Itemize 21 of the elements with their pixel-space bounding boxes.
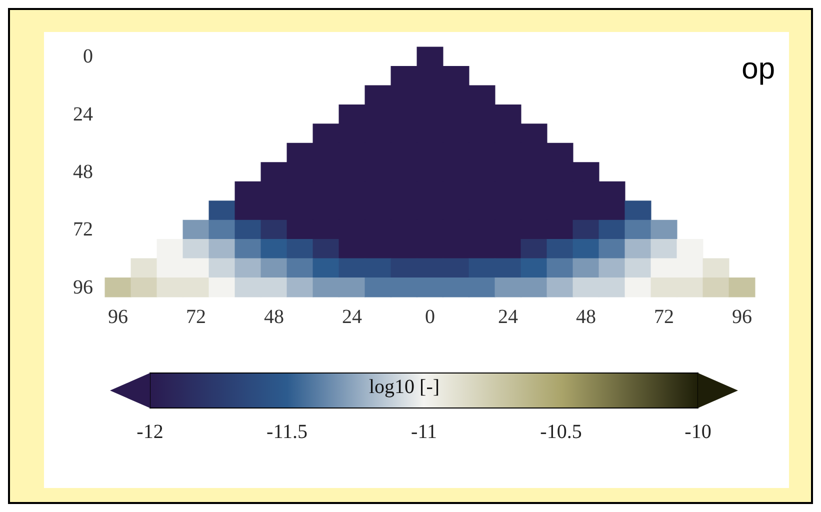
y-tick-label: 48 [73,161,93,183]
y-tick-label: 72 [73,218,93,241]
annotation: op [742,52,776,86]
y-tick-label: 96 [73,276,93,298]
x-tick-label: 72 [654,306,674,328]
y-tick-label: 24 [73,103,93,126]
x-tick-label: 48 [576,306,596,328]
color-bar-label: -10 [684,421,712,443]
color-bar-label: -11 [411,421,437,443]
y-tick-label: 0 [83,46,93,68]
x-tick-label: 96 [108,306,128,328]
x-tick-label: 24 [342,306,362,328]
x-tick-label: 0 [425,306,435,328]
x-tick-label: 72 [186,306,206,328]
color-bar-title: log10 [-] [369,376,440,398]
color-bar-label: -12 [136,421,164,443]
color-bar-label: -11.5 [266,421,308,443]
x-tick-label: 24 [498,306,518,328]
x-tick-label: 48 [264,306,284,328]
color-bar-label: -10.5 [540,421,582,443]
x-tick-label: 96 [732,306,752,328]
